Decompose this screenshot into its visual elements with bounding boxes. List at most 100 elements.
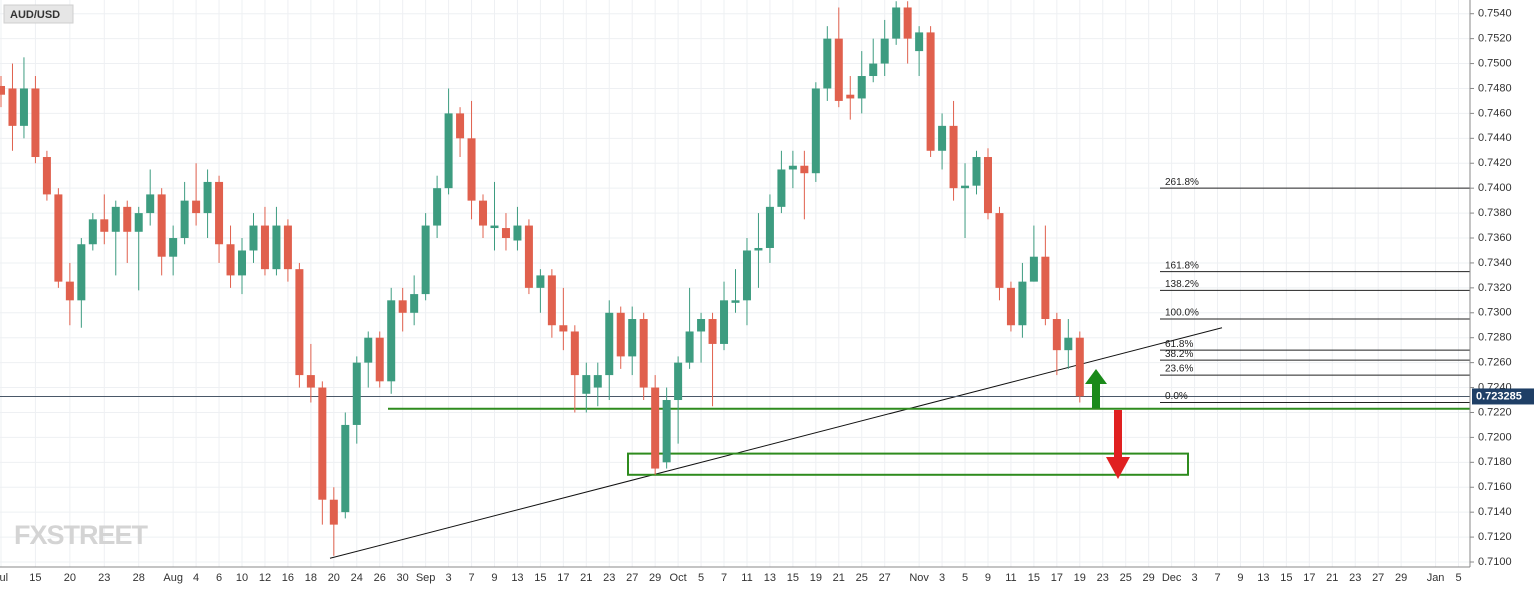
y-tick-label: 0.7520 [1478,33,1512,45]
fib-label: 100.0% [1165,308,1199,319]
arrow-shaft [1114,410,1122,458]
candle-body [364,337,373,363]
candle-body [1029,256,1038,282]
candle-body [192,200,201,214]
candle-body [54,194,63,282]
candle-body [318,387,327,500]
candle-body [582,375,591,394]
candle-body [938,125,947,151]
x-tick-label: 5 [962,572,968,584]
candle-body [203,181,212,214]
candle-body [823,38,832,89]
x-tick-label: 7 [468,572,474,584]
candle-body [593,375,602,388]
candle-body [421,225,430,295]
x-tick-label: 19 [1074,572,1086,584]
y-tick-label: 0.7460 [1478,107,1512,119]
y-tick-label: 0.7140 [1478,506,1512,518]
candle-body [674,362,683,401]
candle-body [559,325,568,332]
candle-body [1018,281,1027,326]
x-tick-label: 29 [1143,572,1155,584]
candle-body [983,157,992,214]
fib-label: 138.2% [1165,279,1199,290]
candle-body [77,244,86,301]
x-tick-label: 5 [1455,572,1461,584]
x-tick-label: 13 [511,572,523,584]
candle-body [31,88,40,158]
chart-title: AUD/USD [10,9,60,21]
y-tick-label: 0.7300 [1478,307,1512,319]
candle-body [926,32,935,151]
candle-body [352,362,361,425]
candle-body [1041,256,1050,320]
y-tick-label: 0.7260 [1478,357,1512,369]
candle-body [100,219,109,232]
x-tick-label: Aug [163,572,183,584]
candle-body [249,225,258,251]
y-tick-label: 0.7220 [1478,406,1512,418]
candle-body [283,225,292,270]
candle-body [639,319,648,388]
candle-body [295,269,304,376]
fib-label: 161.8% [1165,260,1199,271]
x-tick-label: 15 [1028,572,1040,584]
candle-body [226,244,235,276]
x-tick-label: Dec [1162,572,1182,584]
candle-body [949,125,958,189]
y-tick-label: 0.7160 [1478,481,1512,493]
x-tick-label: 15 [1280,572,1292,584]
price-tag [1472,388,1534,405]
x-tick-label: 17 [1303,572,1315,584]
candle-body [272,225,281,270]
arrow-head [1106,457,1130,479]
y-tick-label: 0.7180 [1478,456,1512,468]
candle-body [467,138,476,201]
candle-body [398,300,407,313]
candle-body [479,200,488,226]
y-tick-label: 0.7400 [1478,182,1512,194]
candle-body [65,281,74,301]
fib-label: 38.2% [1165,349,1193,360]
candle-body [570,331,579,376]
candle-body [811,88,820,174]
x-tick-label: 20 [328,572,340,584]
x-tick-label: 27 [879,572,891,584]
candle-body [329,499,338,525]
candle-body [605,312,614,376]
candle-body [742,250,751,301]
candle-body [456,113,465,139]
candle-body [903,7,912,39]
x-tick-label: 6 [216,572,222,584]
y-tick-label: 0.7320 [1478,282,1512,294]
x-tick-label: 21 [1326,572,1338,584]
x-tick-label: 10 [236,572,248,584]
candle-body [1075,337,1084,397]
x-tick-label: 7 [1214,572,1220,584]
arrow-head [1085,369,1107,384]
title-box [3,4,74,24]
up-arrow [1085,369,1107,408]
fib-label: 261.8% [1165,177,1199,188]
candle-body [157,194,166,257]
x-tick-label: 17 [557,572,569,584]
target-zone [627,452,1189,476]
x-tick-label: 16 [282,572,294,584]
candle-body [513,225,522,241]
x-tick-label: 28 [133,572,145,584]
x-tick-label: 21 [580,572,592,584]
candle-body [651,387,660,469]
candle-body [765,206,774,248]
fib-label: 61.8% [1165,339,1193,350]
x-tick-label: 24 [351,572,363,584]
x-tick-label: 3 [1192,572,1198,584]
arrow-shaft [1092,383,1100,408]
trendline [329,327,1223,559]
candle-body [972,157,981,186]
y-tick-label: 0.7340 [1478,257,1512,269]
x-tick-label: Nov [909,572,929,584]
x-tick-label: 17 [1051,572,1063,584]
